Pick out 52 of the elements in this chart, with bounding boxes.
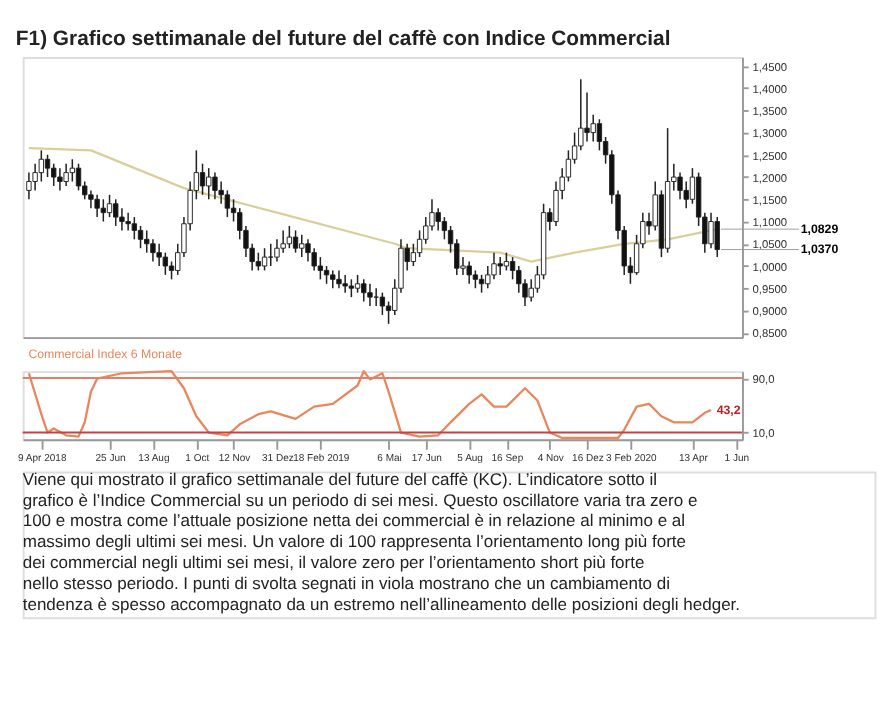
candlestick: [261, 247, 268, 272]
text: Viene qui mostrato il grafico settimanale del future del caffè (KC). L’indicatore sotto il grafico è l’Indice Commercial su un periodo di sei mesi. Questo oscillatore varia tra zero e 100 e mostra come l’attuale posizione netta dei commercial è in relazione al minimo e al massimo degli ultimi sei mesi. Un valore di 100 rappresenta l’orientamento long più forte dei commercial negli ultimi sei mesi, il valore zero per l’orientamento short più forte nello stesso periodo. I punti di svolta segnati in viola mostrano che un cambiamento di tendenza è spesso accompagnato da un estremo nell’allineamento delle posizioni degli hedger.: [22, 468, 741, 614]
chart-title: F1) Grafico settimanale del future del caffè con Indice Commercial: [15, 28, 671, 51]
candlestick: [292, 229, 299, 254]
candlestick: [150, 238, 156, 263]
candlestick: [100, 198, 107, 223]
line-series: [27, 370, 713, 440]
candlestick: [125, 211, 131, 232]
candlestick: [379, 291, 386, 316]
candlestick: [305, 238, 311, 263]
candlestick: [63, 162, 69, 187]
candlestick: [317, 256, 324, 281]
candlestick: [69, 158, 76, 183]
candlestick: [584, 91, 590, 143]
candlestick: [106, 194, 113, 218]
candlestick: [38, 149, 45, 183]
candlestick: [137, 225, 144, 249]
candlestick: [26, 171, 32, 201]
candlestick: [44, 154, 51, 178]
candlestick: [373, 287, 379, 307]
candlestick: [286, 225, 293, 249]
candlestick: [280, 229, 286, 254]
candlestick: [677, 171, 683, 201]
candlestick: [144, 229, 150, 254]
candlestick: [94, 194, 100, 218]
candlestick: [119, 207, 125, 232]
candlestick: [51, 162, 57, 187]
candlestick: [311, 247, 317, 272]
candlestick: [466, 260, 472, 285]
candlestick: [683, 180, 689, 209]
candlestick: [224, 189, 231, 218]
candlestick: [435, 207, 441, 232]
candlestick: [708, 211, 714, 249]
candlestick: [206, 167, 212, 201]
candlestick: [113, 198, 119, 227]
candlestick: [156, 243, 162, 267]
candlestick: [342, 274, 348, 294]
candlestick: [274, 238, 280, 263]
candlestick: [57, 167, 63, 192]
candlestick: [497, 256, 503, 276]
candlestick: [162, 251, 169, 276]
candlestick: [361, 278, 367, 303]
candlestick: [491, 251, 497, 281]
candlestick: [212, 171, 218, 201]
candlestick: [75, 162, 82, 192]
candlestick: [299, 234, 305, 258]
candlestick: [199, 162, 206, 196]
candlestick: [131, 216, 138, 241]
candlestick: [714, 216, 720, 258]
candlestick: [367, 283, 373, 307]
candlestick: [336, 269, 342, 289]
candlestick: [268, 243, 274, 267]
